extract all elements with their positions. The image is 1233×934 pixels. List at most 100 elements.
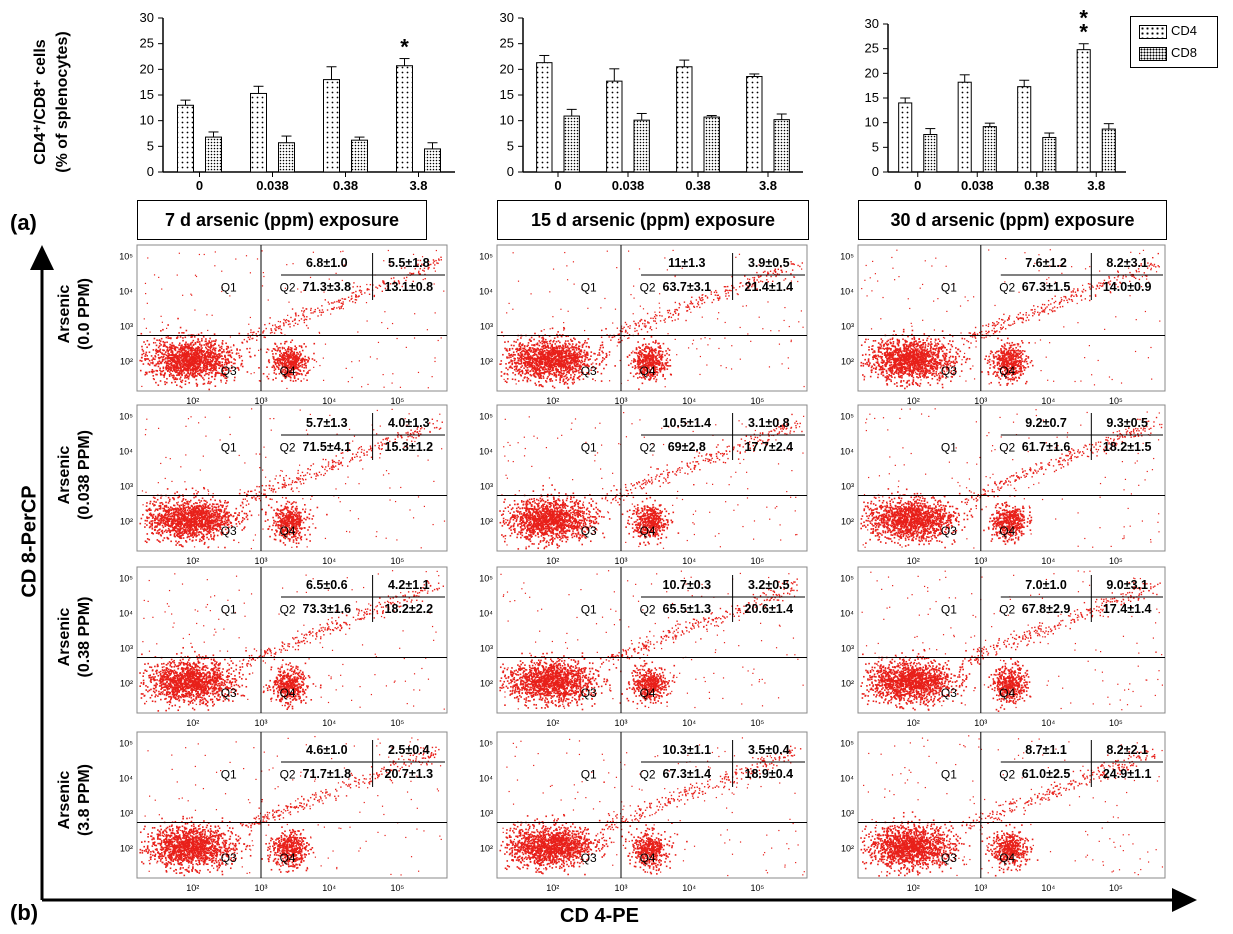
event-dot: [533, 367, 535, 369]
event-dot: [358, 360, 360, 362]
event-dot: [193, 354, 195, 357]
event-dot: [284, 320, 287, 322]
event-dot: [565, 373, 568, 376]
event-dot: [162, 366, 165, 369]
event-dot: [142, 350, 145, 352]
event-dot: [183, 360, 185, 363]
event-dot: [550, 355, 553, 358]
event-dot: [219, 346, 221, 349]
event-dot: [285, 321, 287, 324]
event-dot: [551, 343, 553, 346]
event-dot: [508, 356, 510, 359]
event-dot: [174, 349, 177, 352]
event-dot: [657, 352, 660, 354]
event-dot: [313, 342, 316, 345]
event-dot: [518, 349, 521, 352]
event-dot: [186, 355, 188, 357]
event-dot: [202, 370, 205, 372]
event-dot: [180, 381, 183, 384]
event-dot: [181, 351, 184, 354]
event-dot: [159, 372, 162, 375]
event-dot: [194, 350, 196, 353]
event-dot: [543, 328, 545, 331]
event-dot: [519, 345, 522, 348]
event-dot: [691, 296, 693, 298]
event-dot: [633, 320, 635, 323]
event-dot: [258, 380, 260, 382]
event-dot: [210, 346, 213, 348]
event-dot: [575, 361, 578, 364]
event-dot: [587, 338, 590, 340]
event-dot: [434, 312, 436, 314]
event-dot: [572, 370, 574, 372]
event-dot: [730, 289, 732, 292]
event-dot: [178, 348, 180, 351]
event-dot: [162, 374, 165, 376]
event-dot: [589, 358, 591, 360]
event-dot: [177, 358, 180, 361]
event-dot: [167, 324, 169, 326]
event-dot: [434, 264, 436, 266]
event-dot: [321, 311, 323, 314]
event-dot: [161, 288, 163, 290]
event-dot: [174, 353, 177, 356]
event-dot: [730, 368, 733, 370]
event-dot: [526, 364, 529, 367]
event-dot: [175, 363, 177, 365]
event-dot: [207, 373, 210, 376]
event-dot: [738, 253, 741, 255]
event-dot: [433, 283, 435, 285]
event-dot: [623, 326, 625, 329]
event-dot: [205, 370, 207, 373]
event-dot: [159, 380, 162, 382]
event-dot: [539, 350, 541, 353]
event-dot: [534, 367, 537, 370]
event-dot: [968, 358, 971, 360]
event-dot: [605, 356, 607, 358]
event-dot: [198, 373, 200, 375]
event-dot: [647, 357, 649, 360]
event-dot: [511, 362, 514, 364]
event-dot: [562, 351, 564, 354]
event-dot: [718, 312, 720, 314]
event-dot: [644, 319, 646, 322]
q2-percent: 5.5±1.8: [388, 256, 430, 270]
event-dot: [522, 357, 524, 360]
event-dot: [209, 368, 212, 371]
bar-x-tick-label: 3.8: [1087, 178, 1105, 193]
event-dot: [159, 351, 162, 354]
event-dot: [383, 260, 385, 262]
event-dot: [196, 347, 199, 350]
event-dot: [249, 272, 252, 274]
event-dot: [173, 347, 175, 350]
event-dot: [157, 346, 160, 349]
event-dot: [230, 361, 233, 364]
event-dot: [570, 374, 572, 376]
event-dot: [727, 292, 730, 294]
event-dot: [355, 294, 357, 296]
event-dot: [269, 317, 271, 319]
event-dot: [790, 340, 792, 343]
event-dot: [660, 366, 663, 369]
event-dot: [176, 369, 179, 372]
event-dot: [178, 342, 181, 345]
event-dot: [557, 370, 559, 372]
event-dot: [550, 357, 552, 360]
event-dot: [565, 357, 567, 359]
event-dot: [188, 359, 191, 361]
event-dot: [656, 368, 658, 371]
event-dot: [655, 356, 658, 358]
event-dot: [657, 342, 659, 345]
event-dot: [359, 285, 361, 288]
event-dot: [530, 350, 532, 353]
event-dot: [382, 373, 384, 376]
event-dot: [541, 371, 543, 374]
event-dot: [676, 354, 678, 356]
event-dot: [305, 366, 307, 369]
event-dot: [238, 354, 241, 357]
event-dot: [205, 368, 208, 371]
event-dot: [210, 371, 213, 374]
event-dot: [157, 354, 160, 356]
event-dot: [553, 386, 556, 389]
